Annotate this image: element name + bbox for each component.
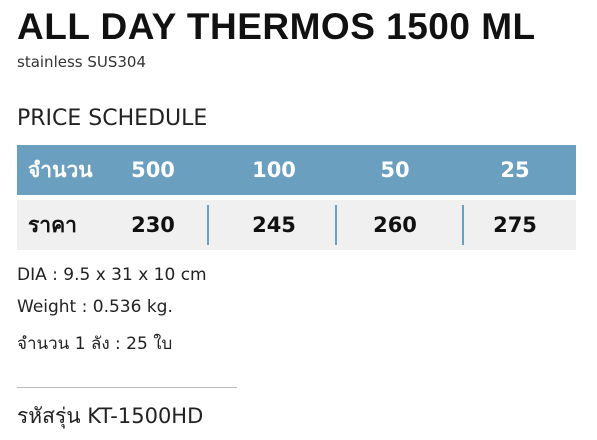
spec-line: DIA : 9.5 x 31 x 10 cm	[17, 265, 207, 285]
spec-line: Weight : 0.536 kg.	[17, 297, 173, 317]
cell: ราคา	[28, 213, 77, 237]
cell: 500	[131, 158, 175, 182]
spec-line: จำนวน 1 ลัง : 25 ใบ	[17, 334, 173, 354]
divider	[17, 387, 237, 388]
subtitle: stainless SUS304	[17, 53, 147, 71]
cell: 100	[252, 158, 296, 182]
model-code: รหัสรุ่น KT-1500HD	[17, 404, 204, 428]
separator	[462, 205, 464, 245]
cell: จำนวน	[28, 158, 93, 182]
cell: 275	[493, 213, 537, 237]
cell: 230	[131, 213, 175, 237]
separator	[207, 205, 209, 245]
separator	[335, 205, 337, 245]
cell: 245	[252, 213, 296, 237]
cell: 50	[380, 158, 410, 182]
cell: 25	[500, 158, 530, 182]
table-header-row: จำนวน 500 100 50 25	[17, 145, 576, 195]
title: ALL DAY THERMOS 1500 ML	[17, 6, 536, 47]
table-row: ราคา 230 245 260 275	[17, 200, 576, 250]
cell: 260	[373, 213, 417, 237]
section-heading: PRICE SCHEDULE	[17, 106, 208, 131]
